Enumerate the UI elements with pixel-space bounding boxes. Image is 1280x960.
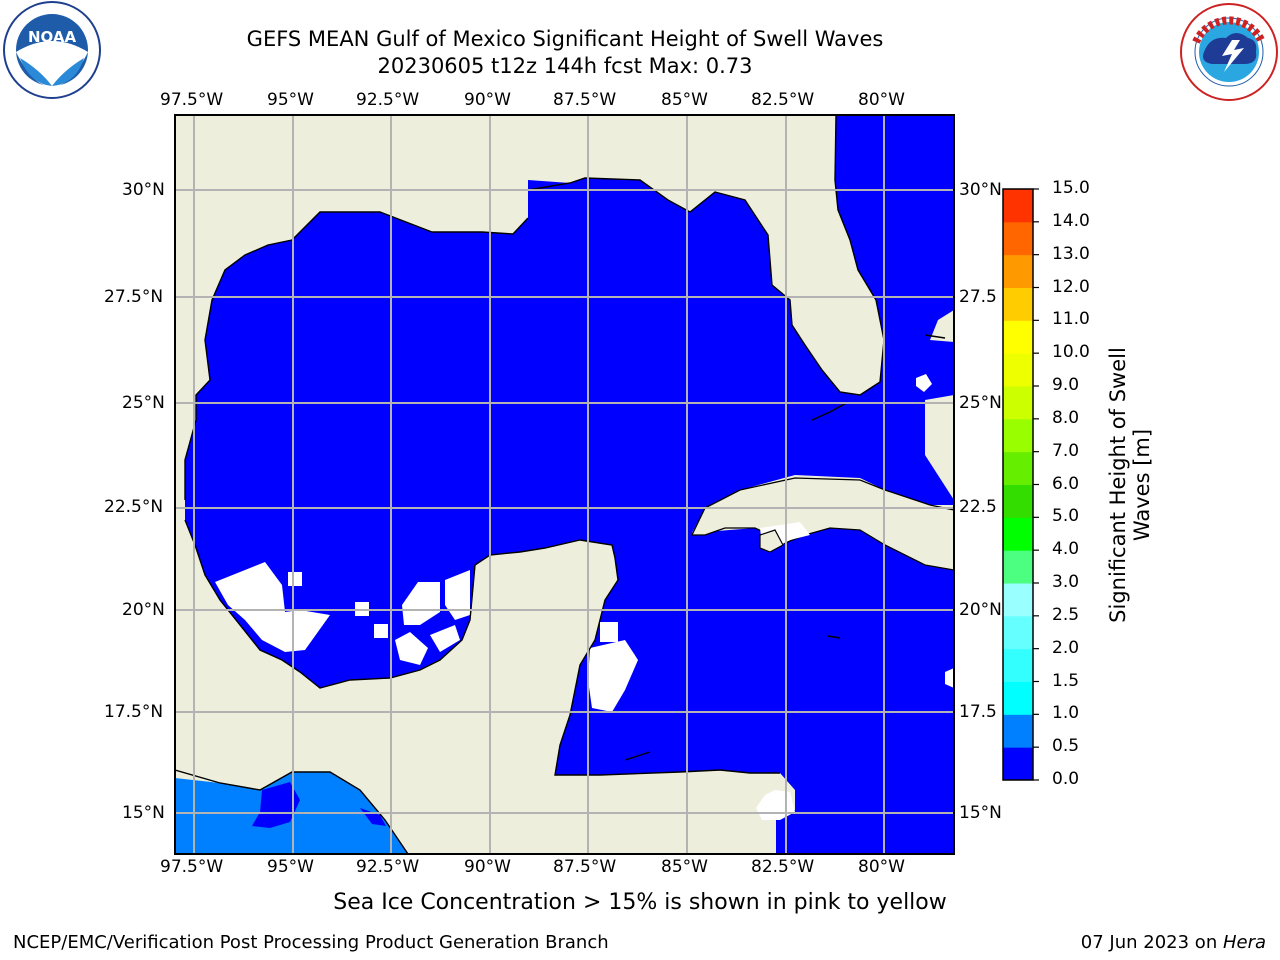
lat-label-left: 27.5°N [104,287,164,307]
lon-label-bottom: 92.5°W [356,857,420,877]
colorbar-segment [1003,615,1033,650]
colorbar-tick-label: 13.0 [1052,243,1090,264]
colorbar-tick-label: 5.0 [1052,506,1080,527]
lon-label-top: 95°W [267,90,314,110]
lat-label-left: 25°N [122,393,165,413]
colorbar-title-line1: Significant Height of Swell [1106,347,1130,623]
lat-label-left: 17.5°N [104,702,164,722]
lon-label-top: 92.5°W [356,90,420,110]
noaa-logo-text: NOAA [28,28,77,46]
lat-label-right: 25°N [959,393,1002,413]
colorbar [1003,188,1039,781]
colorbar-frame [1002,188,1034,781]
colorbar-segment [1003,418,1033,453]
lon-label-bottom: 87.5°W [553,857,617,877]
lat-label-left: 20°N [122,600,165,620]
colorbar-tick-label: 1.0 [1052,703,1080,724]
footer-left: NCEP/EMC/Verification Post Processing Pr… [13,932,609,953]
colorbar-segment [1003,484,1033,518]
colorbar-segment [1003,451,1033,485]
colorbar-tick-label: 2.0 [1052,637,1080,658]
map-area [175,115,954,854]
colorbar-tick-label: 9.0 [1052,375,1080,395]
colorbar-segment [1003,254,1033,288]
colorbar-tick-label: 3.0 [1052,572,1080,592]
colorbar-tick-label: 10.0 [1052,342,1090,363]
colorbar-tick-label: 11.0 [1052,309,1090,330]
colorbar-tick-label: 0.0 [1052,769,1080,789]
colorbar-tick-label: 4.0 [1052,539,1080,560]
lon-label-bottom: 85°W [661,857,708,877]
plot-title-line1: GEFS MEAN Gulf of Mexico Significant Hei… [246,27,884,51]
colorbar-tick-label: 6.0 [1052,473,1080,494]
colorbar-tick-label: 15.0 [1052,178,1090,198]
colorbar-segment [1003,221,1033,256]
colorbar-segment [1003,320,1033,354]
colorbar-tick-label: 8.0 [1052,407,1080,428]
lon-label-top: 87.5°W [553,90,617,110]
graticule [175,115,954,854]
colorbar-segment [1003,353,1033,387]
colorbar-segment [1003,550,1033,584]
sea-ice-note: Sea Ice Concentration > 15% is shown in … [333,890,947,915]
lon-label-top: 97.5°W [160,90,224,110]
lon-label-bottom: 80°W [858,857,905,877]
footer-right: 07 Jun 2023 on Hera [1080,932,1266,953]
colorbar-segment [1003,714,1033,748]
colorbar-segment [1003,189,1033,223]
colorbar-tick-label: 0.5 [1052,736,1080,757]
lat-label-left: 22.5°N [104,497,164,517]
map-frame [174,114,955,855]
colorbar-segment [1003,386,1033,420]
lon-label-top: 82.5°W [751,90,815,110]
lon-label-top: 85°W [661,90,708,110]
colorbar-title-line2: Waves [m] [1130,428,1154,542]
colorbar-segment [1003,648,1033,682]
lat-label-right: 30°N [959,180,1002,200]
noaa-logo-icon: NOAA [3,1,101,99]
lon-label-top: 90°W [464,90,511,110]
colorbar-tick-label: 2.5 [1052,604,1080,625]
lon-label-bottom: 95°W [267,857,314,877]
lon-label-bottom: 97.5°W [160,857,224,877]
colorbar-tick-label: 14.0 [1052,210,1090,231]
lat-label-left: 30°N [122,180,165,200]
colorbar-tick-label: 1.5 [1052,670,1080,691]
lat-label-right: 27.5 [959,287,997,307]
lon-label-bottom: 82.5°W [751,857,815,877]
nws-logo-icon [1180,3,1278,101]
lat-label-right: 20°N [959,600,1002,620]
colorbar-segment [1003,287,1033,321]
lon-label-bottom: 90°W [464,857,511,877]
colorbar-segment [1003,517,1033,551]
colorbar-tick-label: 7.0 [1052,440,1080,461]
colorbar-tick-label: 12.0 [1052,276,1090,297]
gulf-swell-region [185,115,954,854]
lat-label-right: 17.5 [959,702,997,722]
cuba-land [690,477,954,571]
lat-label-right: 22.5 [959,497,997,517]
lat-label-right: 15°N [959,803,1002,823]
plot-title-line2: 20230605 t12z 144h fcst Max: 0.73 [377,54,753,78]
colorbar-segment [1003,583,1033,617]
colorbar-segment [1003,681,1033,715]
lon-label-top: 80°W [858,90,905,110]
lat-label-left: 15°N [122,803,165,823]
colorbar-segment [1003,747,1033,781]
